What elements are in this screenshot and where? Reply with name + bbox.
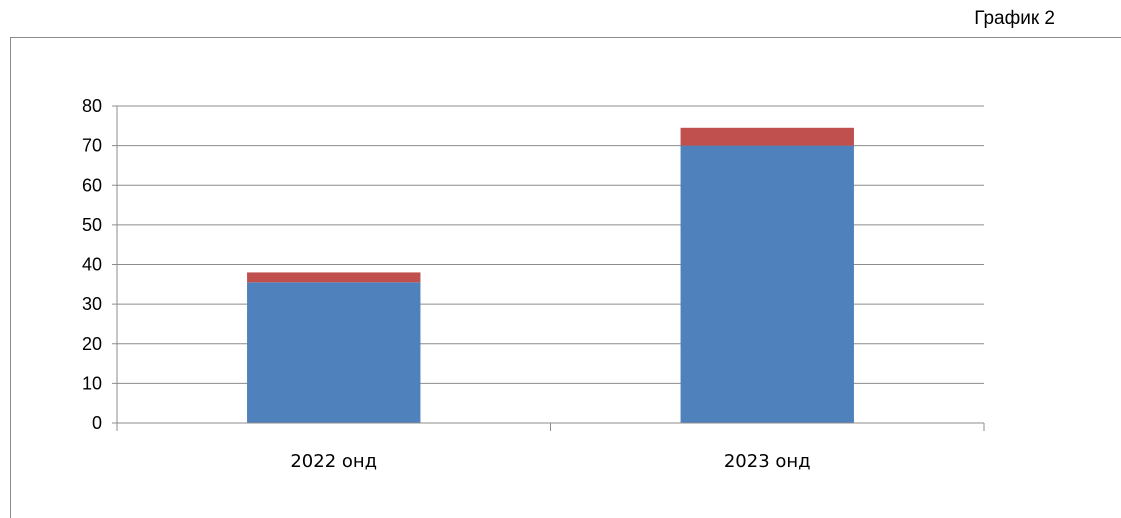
chart-frame-left — [10, 37, 11, 518]
axes — [112, 105, 985, 431]
bar-segment — [680, 127, 854, 146]
y-tick-label: 60 — [82, 175, 102, 195]
y-tick-label: 10 — [82, 373, 102, 393]
bar-segment — [247, 282, 421, 423]
chart-caption: График 2 — [974, 8, 1055, 29]
y-tick-label: 50 — [82, 215, 102, 235]
bars — [247, 127, 854, 423]
y-tick-label: 0 — [92, 413, 102, 433]
chart-frame-top — [10, 37, 1121, 38]
bar-segment — [247, 272, 421, 283]
y-tick-label: 30 — [82, 294, 102, 314]
y-tick-label: 20 — [82, 334, 102, 354]
bar-segment — [680, 145, 854, 423]
y-tick-label: 80 — [82, 96, 102, 116]
y-tick-label: 70 — [82, 136, 102, 156]
axis-labels: 0 10 20 30 40 50 60 70 80 2022 онд 2023 онд — [82, 96, 811, 472]
x-category-label: 2022 онд — [290, 451, 377, 472]
y-tick-label: 40 — [82, 255, 102, 275]
x-category-label: 2023 онд — [724, 451, 811, 472]
